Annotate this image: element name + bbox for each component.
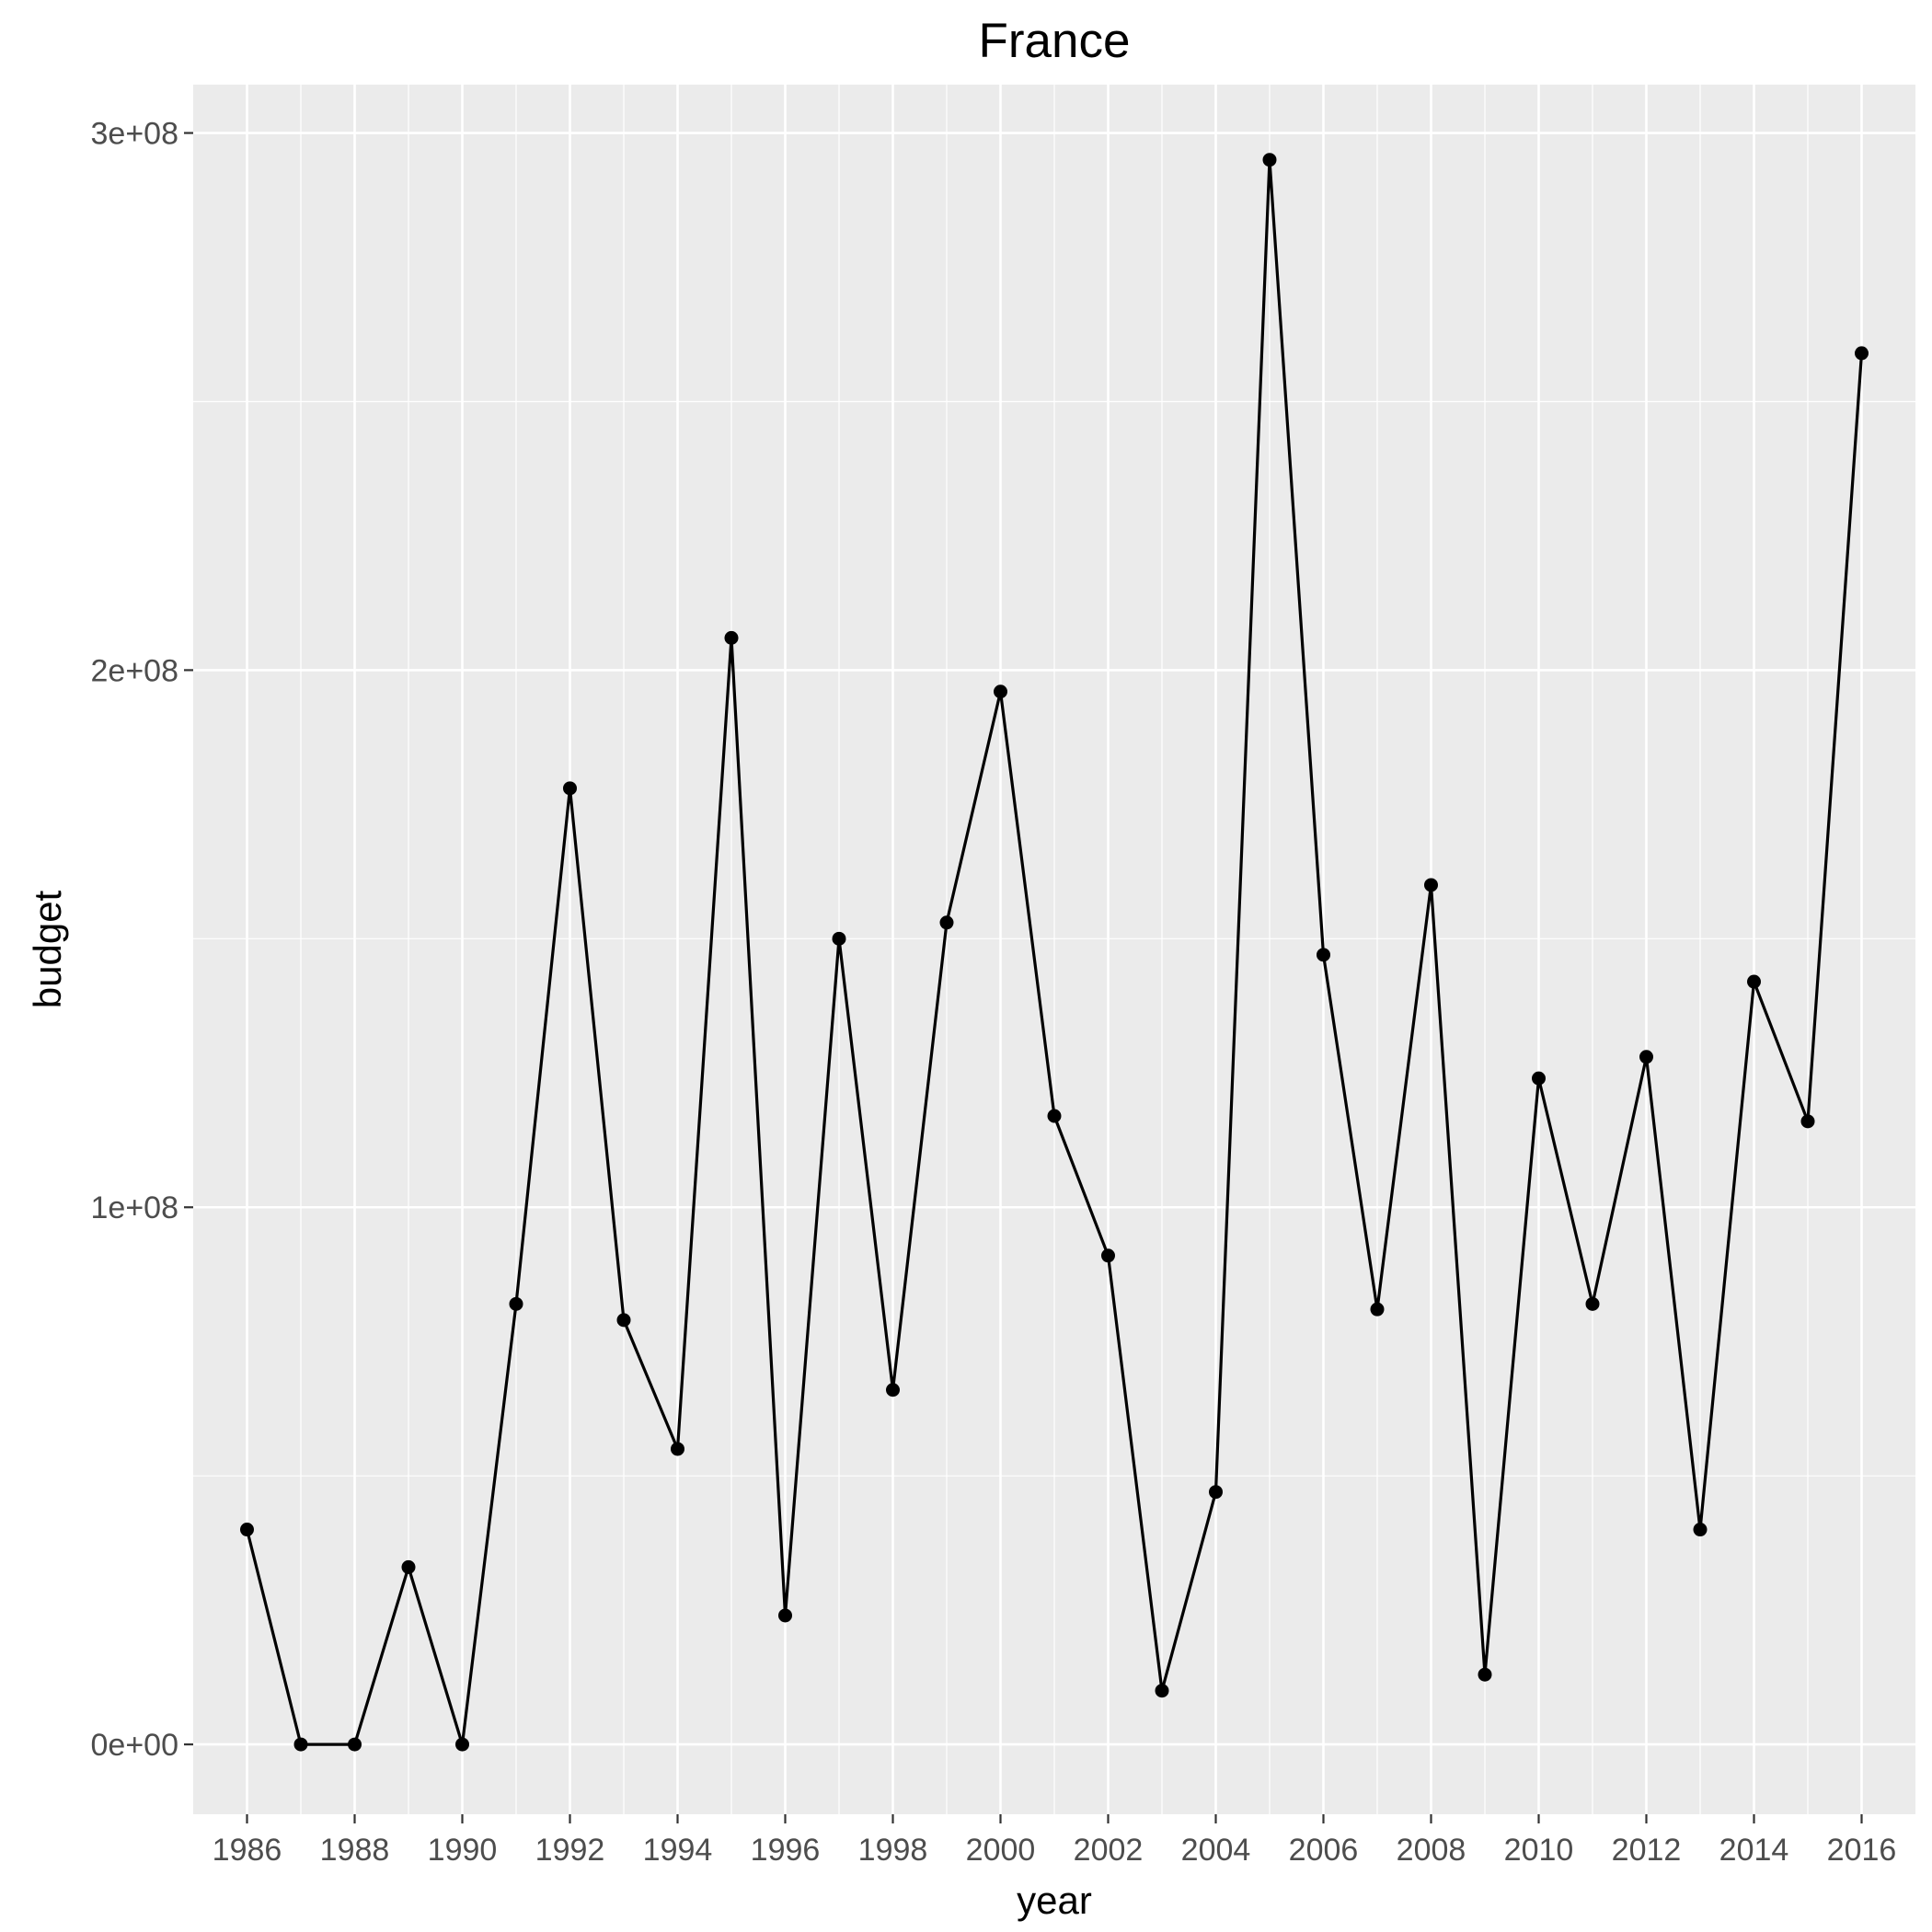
data-point <box>1424 878 1438 892</box>
y-axis: 0e+00 1e+08 2e+08 3e+08 <box>91 117 193 1763</box>
y-tick-label: 3e+08 <box>91 117 179 152</box>
data-point <box>1478 1667 1492 1682</box>
x-axis-title: year <box>1017 1879 1092 1922</box>
data-point <box>509 1296 523 1311</box>
data-points <box>240 153 1869 1752</box>
data-point <box>1317 948 1330 962</box>
x-tick-label: 1988 <box>320 1833 390 1868</box>
data-point <box>1747 974 1761 989</box>
data-point <box>994 684 1007 699</box>
data-point <box>939 915 954 930</box>
data-point <box>1262 153 1277 167</box>
data-point <box>724 630 739 645</box>
x-tick-label: 1992 <box>535 1833 605 1868</box>
x-tick-label: 2014 <box>1719 1833 1789 1868</box>
data-point <box>778 1608 792 1623</box>
data-point <box>1370 1302 1385 1317</box>
data-point <box>1047 1109 1062 1123</box>
data-point <box>401 1559 416 1574</box>
x-tick-label: 1986 <box>213 1833 282 1868</box>
data-point <box>240 1523 254 1537</box>
x-tick-label: 1998 <box>858 1833 928 1868</box>
data-point <box>1800 1114 1815 1129</box>
x-tick-label: 2006 <box>1289 1833 1359 1868</box>
data-point <box>886 1383 900 1397</box>
x-tick-label: 1996 <box>751 1833 821 1868</box>
data-point <box>293 1737 308 1752</box>
x-tick-label: 2016 <box>1827 1833 1897 1868</box>
data-point <box>832 931 846 946</box>
x-tick-label: 2000 <box>966 1833 1036 1868</box>
x-tick-label: 1994 <box>643 1833 713 1868</box>
y-axis-title: budget <box>26 890 69 1008</box>
x-tick-label: 2010 <box>1504 1833 1574 1868</box>
data-point <box>1101 1248 1115 1263</box>
x-tick-label: 2004 <box>1181 1833 1251 1868</box>
chart-title: France <box>979 14 1131 68</box>
data-point <box>1639 1050 1653 1064</box>
x-tick-label: 1990 <box>428 1833 498 1868</box>
data-point <box>1155 1684 1169 1698</box>
x-tick-label: 2012 <box>1612 1833 1682 1868</box>
data-point <box>616 1313 631 1328</box>
minor-gridlines <box>193 85 1915 1814</box>
x-axis: 1986 1988 1990 1992 1994 1996 1998 2000 2002 2004… <box>213 1814 1897 1868</box>
y-tick-label: 0e+00 <box>91 1728 179 1763</box>
y-tick-label: 1e+08 <box>91 1190 179 1225</box>
data-point <box>671 1442 684 1456</box>
data-point <box>1585 1296 1600 1311</box>
x-tick-label: 2008 <box>1397 1833 1466 1868</box>
y-tick-label: 2e+08 <box>91 653 179 688</box>
data-point <box>1693 1523 1708 1537</box>
data-point <box>348 1737 362 1752</box>
x-tick-label: 2002 <box>1074 1833 1144 1868</box>
data-point <box>455 1737 469 1752</box>
data-point <box>1209 1485 1223 1500</box>
data-point <box>563 781 577 796</box>
data-point <box>1532 1071 1546 1086</box>
data-point <box>1855 346 1869 361</box>
